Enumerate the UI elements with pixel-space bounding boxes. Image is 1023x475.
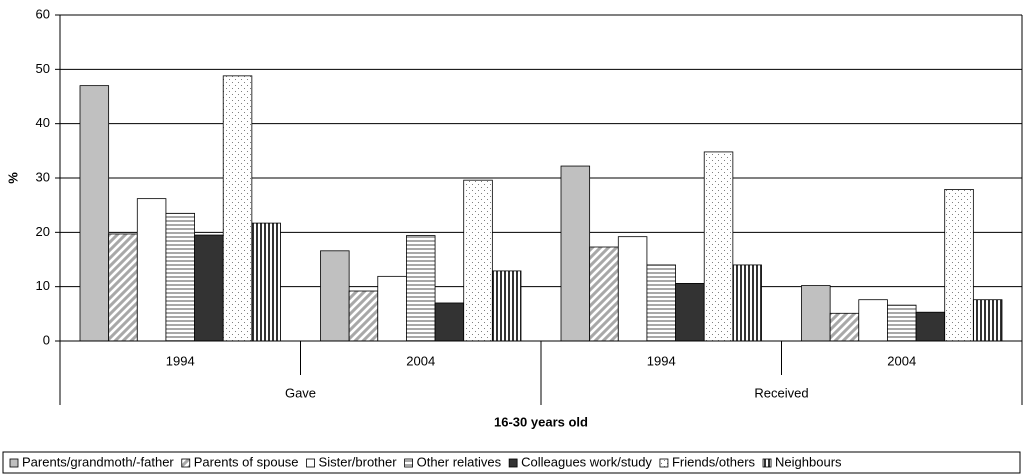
x-tick-label: 2004: [406, 353, 435, 368]
bar: [858, 299, 888, 342]
bar: [377, 275, 407, 342]
bar: [251, 222, 281, 342]
bar: [222, 75, 253, 342]
legend-label: Neighbours: [775, 454, 842, 469]
legend-swatch: [508, 458, 518, 468]
bar: [320, 250, 350, 342]
legend-label: Sister/brother: [319, 454, 398, 469]
legend-label: Other relatives: [417, 454, 502, 469]
x-tick-label: 1994: [647, 353, 676, 368]
bar: [463, 179, 493, 342]
bar: [165, 212, 195, 342]
bar: [675, 283, 705, 342]
bar: [972, 299, 1003, 342]
bar: [406, 235, 436, 342]
y-tick-label: 20: [36, 224, 50, 239]
legend-label: Colleagues work/study: [521, 454, 652, 469]
y-tick-label: 30: [36, 169, 50, 184]
bar: [801, 285, 831, 342]
legend-label: Parents of spouse: [194, 454, 299, 469]
bar: [732, 264, 762, 342]
bar: [491, 270, 522, 342]
y-tick-label: 50: [36, 61, 50, 76]
bar: [194, 234, 224, 342]
bar: [887, 304, 917, 342]
bar: [560, 165, 591, 342]
bar: [108, 233, 138, 342]
legend-swatch: [659, 458, 669, 468]
legend-swatch: [404, 458, 413, 468]
bar: [348, 290, 379, 342]
legend-label: Parents/grandmoth/-father: [22, 454, 174, 469]
bar: [589, 246, 619, 342]
x-tick-label: 2004: [887, 353, 916, 368]
legend-swatch: [306, 458, 315, 468]
bar: [646, 264, 676, 342]
legend-swatch: [762, 458, 772, 468]
y-tick-label: 60: [36, 6, 50, 21]
group-label: Received: [754, 385, 808, 400]
group-label: Gave: [285, 385, 316, 400]
bar: [136, 198, 167, 342]
legend-swatch: [181, 458, 191, 468]
bar: [434, 302, 465, 342]
x-tick-label: 1994: [166, 353, 195, 368]
bar: [703, 151, 734, 342]
y-axis-label: %: [5, 172, 20, 184]
bar: [829, 312, 860, 342]
bar: [915, 311, 946, 342]
legend-box: [2, 451, 1021, 474]
y-tick-label: 40: [36, 115, 50, 130]
legend-swatch: [9, 458, 19, 468]
legend-label: Friends/others: [672, 454, 756, 469]
y-tick-label: 0: [43, 332, 50, 347]
bar: [944, 189, 974, 342]
x-axis-label: 16-30 years old: [494, 414, 588, 429]
y-tick-label: 10: [36, 278, 50, 293]
bar: [617, 236, 648, 342]
bar: [79, 85, 110, 342]
